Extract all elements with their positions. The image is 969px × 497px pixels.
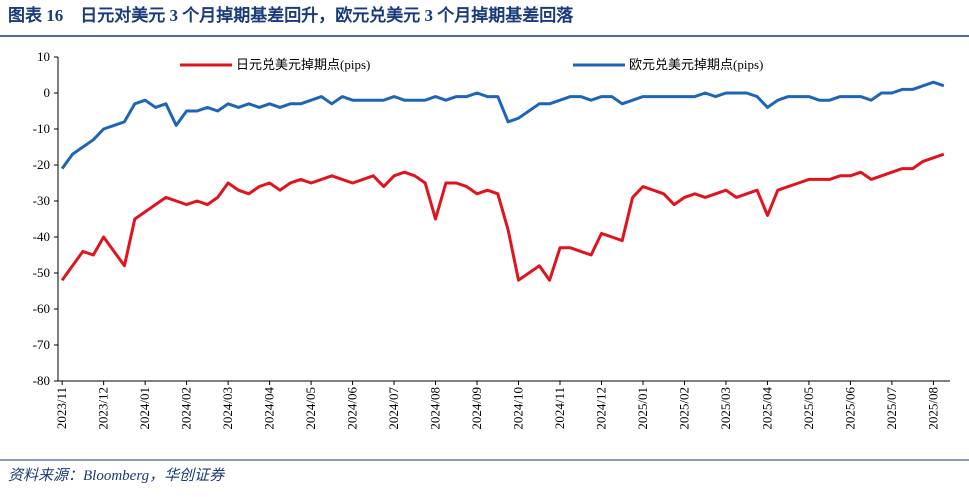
x-tick-label: 2024/03 — [220, 387, 235, 430]
y-tick-label: -60 — [33, 301, 50, 316]
y-tick-label: -80 — [33, 373, 50, 388]
y-tick-label: -40 — [33, 229, 50, 244]
source: 资料来源：Bloomberg，华创证券 — [8, 467, 225, 484]
legend-label: 日元兑美元掉期点(pips) — [236, 57, 370, 72]
y-tick-label: -10 — [33, 121, 50, 136]
legend-label: 欧元兑美元掉期点(pips) — [629, 57, 763, 72]
y-tick-label: -50 — [33, 265, 50, 280]
x-tick-label: 2023/12 — [96, 387, 111, 430]
x-tick-label: 2024/02 — [179, 387, 194, 430]
x-tick-label: 2024/11 — [552, 387, 567, 429]
x-tick-label: 2024/05 — [303, 387, 318, 430]
x-tick-label: 2025/02 — [676, 387, 691, 430]
x-tick-label: 2024/06 — [345, 387, 360, 430]
x-tick-label: 2025/04 — [759, 387, 774, 430]
y-tick-label: 10 — [37, 49, 50, 64]
x-tick-label: 2024/08 — [428, 387, 443, 430]
series-line — [60, 152, 945, 282]
x-tick-label: 2024/10 — [511, 387, 526, 430]
x-tick-label: 2023/11 — [54, 387, 69, 429]
x-tick-label: 2024/07 — [386, 387, 401, 430]
x-tick-label: 2024/01 — [137, 387, 152, 430]
x-tick-label: 2024/04 — [262, 387, 277, 430]
x-tick-label: 2024/12 — [593, 387, 608, 430]
x-tick-label: 2025/03 — [718, 387, 733, 430]
x-tick-label: 2025/05 — [801, 387, 816, 430]
x-tick-label: 2025/06 — [842, 387, 857, 430]
y-tick-label: -20 — [33, 157, 50, 172]
series-line — [60, 80, 945, 170]
y-tick-label: 0 — [44, 85, 51, 100]
y-tick-label: -30 — [33, 193, 50, 208]
x-tick-label: 2024/09 — [469, 387, 484, 430]
x-tick-label: 2025/07 — [884, 387, 899, 430]
x-tick-label: 2025/01 — [635, 387, 650, 430]
x-tick-label: 2025/08 — [925, 387, 940, 430]
y-tick-label: -70 — [33, 337, 50, 352]
chart-title: 图表 16 日元对美元 3 个月掉期基差回升，欧元兑美元 3 个月掉期基差回落 — [8, 5, 574, 25]
